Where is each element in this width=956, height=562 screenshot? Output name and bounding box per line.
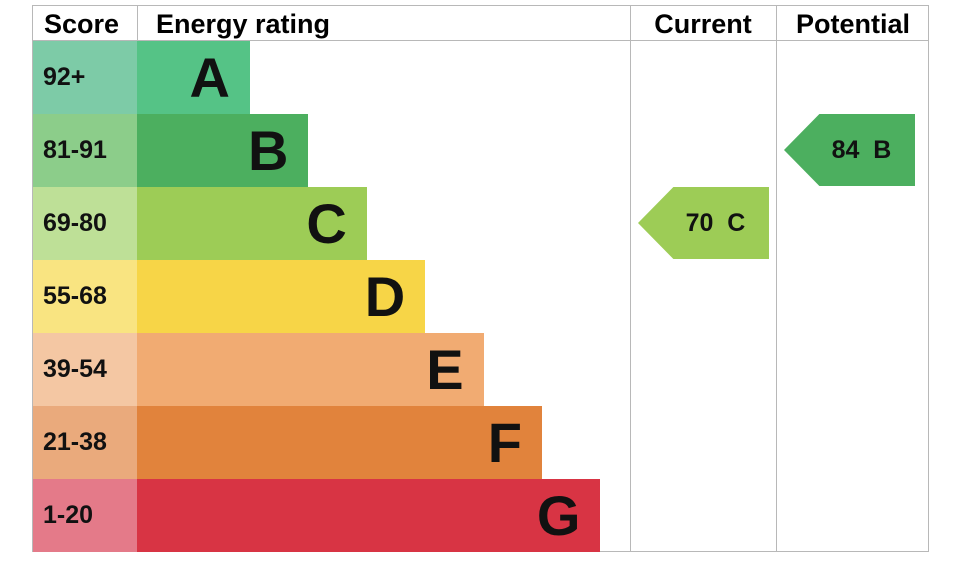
potential-header: Potential	[795, 9, 910, 39]
rating-bar-a: A	[137, 41, 250, 114]
rating-letter-d: D	[364, 265, 406, 328]
rating-letter-g: G	[536, 484, 581, 547]
current-column-divider	[630, 5, 631, 552]
current-rating-label: 70 C	[685, 208, 746, 237]
score-column-divider	[137, 5, 138, 41]
potential-rating-label: 84 B	[831, 135, 892, 164]
rating-bar-c: C	[137, 187, 367, 260]
score-range-f: 21-38	[33, 406, 137, 479]
score-header: Score	[44, 9, 120, 39]
score-range-d: 55-68	[33, 260, 137, 333]
score-range-e: 39-54	[33, 333, 137, 406]
rating-bar-f: F	[137, 406, 542, 479]
rating-bar-d: D	[137, 260, 426, 333]
score-range-b: 81-91	[33, 114, 137, 187]
current-header: Current	[654, 9, 752, 39]
header-divider	[32, 40, 929, 41]
rating-letter-b: B	[247, 119, 289, 182]
score-range-a: 92+	[33, 41, 137, 114]
rating-letter-f: F	[487, 411, 522, 474]
rating-letter-c: C	[306, 192, 347, 255]
potential-column-divider	[776, 5, 777, 552]
score-range-g: 1-20	[33, 479, 137, 552]
score-range-c: 69-80	[33, 187, 137, 260]
rating-letter-a: A	[189, 46, 230, 109]
rating-letter-e: E	[426, 338, 464, 401]
rating-bar-g: G	[137, 479, 601, 552]
rating-bar-e: E	[137, 333, 484, 406]
energy-rating-header: Energy rating	[156, 9, 331, 39]
rating-bar-b: B	[137, 114, 309, 187]
